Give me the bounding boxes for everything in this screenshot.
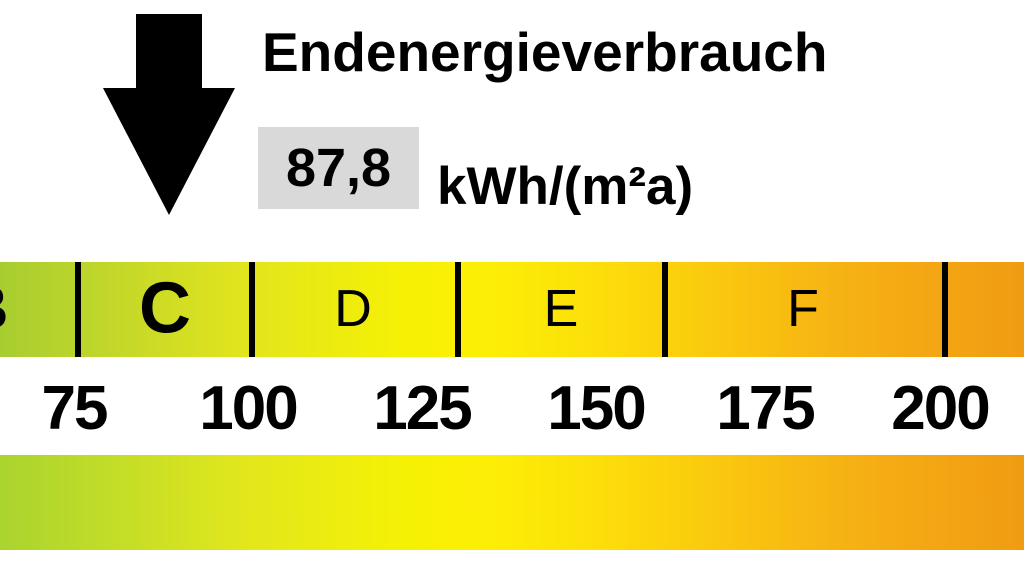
unit-label: kWh/(m²a) [437,157,694,216]
axis-tick-row: 75 100 125 150 175 200 [0,378,1024,440]
tick-200: 200 [891,374,990,443]
band-divider [455,262,461,357]
tick-100: 100 [199,374,298,443]
value-box: 87,8 [258,127,419,209]
band-letter-e: E [543,279,579,338]
down-arrow-icon [103,14,235,215]
band-letter-f: F [787,279,819,338]
band-letter-d: D [334,279,372,338]
band-divider [75,262,81,357]
band-divider [942,262,948,357]
band-divider [662,262,668,357]
rating-band: B C D E F [0,262,1024,357]
tick-175: 175 [716,374,815,443]
band-letter-b: B [0,277,8,339]
tick-75: 75 [41,374,109,443]
gradient-strip [0,455,1024,550]
band-letter-c-current: C [139,268,191,349]
tick-150: 150 [547,374,646,443]
tick-125: 125 [373,374,472,443]
chart-title: Endenergieverbrauch [262,21,828,83]
value-text: 87,8 [285,138,392,198]
band-divider [249,262,255,357]
